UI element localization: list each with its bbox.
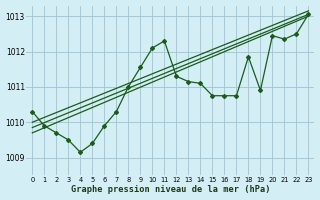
X-axis label: Graphe pression niveau de la mer (hPa): Graphe pression niveau de la mer (hPa)	[71, 185, 270, 194]
